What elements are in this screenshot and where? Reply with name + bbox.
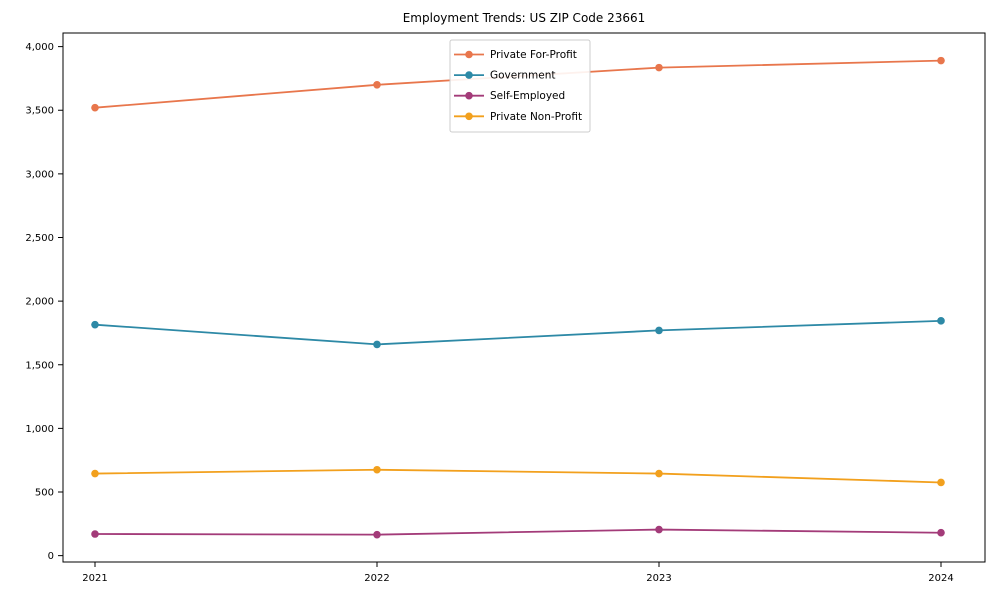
- legend: Private For-Profit Government Self-Employe…: [449, 39, 591, 133]
- series-line: [94, 319, 942, 346]
- legend-sample-marker: [465, 50, 473, 59]
- y-tick-label: 500: [35, 488, 54, 499]
- y-tick-label: 1,500: [25, 360, 54, 371]
- data-point-marker: [91, 469, 99, 478]
- data-point-marker: [91, 320, 99, 329]
- y-tick-label: 2,500: [25, 233, 54, 244]
- plot-border: [62, 32, 986, 563]
- y-tick-label: 1,000: [25, 424, 54, 435]
- data-point-marker: [373, 340, 381, 349]
- chart-title: Employment Trends: US ZIP Code 23661: [403, 11, 646, 25]
- x-tick-label: 2022: [364, 573, 389, 584]
- plot-area: 0 500 1,000 1,500 2,000 2,500 3,000 3,500 4,000 2…: [25, 32, 986, 584]
- y-tick-label: 2,000: [25, 297, 54, 308]
- data-point-marker: [937, 478, 945, 487]
- legend-label: Private Non-Profit: [490, 111, 582, 123]
- data-point-marker: [373, 530, 381, 539]
- legend-sample-marker: [465, 91, 473, 100]
- legend-label: Government: [490, 70, 555, 82]
- data-point-marker: [655, 326, 663, 335]
- x-tick-label: 2021: [82, 573, 107, 584]
- x-tick-label: 2023: [646, 573, 671, 584]
- series-line: [94, 468, 942, 484]
- series-line: [94, 528, 942, 536]
- data-point-marker: [91, 530, 99, 538]
- data-point-marker: [655, 469, 663, 478]
- data-point-marker: [655, 525, 663, 534]
- data-point-marker: [937, 56, 945, 65]
- y-tick-label: 4,000: [25, 42, 54, 53]
- x-tick-label: 2024: [928, 573, 953, 584]
- y-tick-label: 3,000: [25, 169, 54, 180]
- legend-sample-marker: [465, 112, 473, 121]
- data-point-marker: [937, 528, 945, 537]
- y-tick-label: 3,500: [25, 106, 54, 117]
- data-point-marker: [91, 103, 99, 112]
- legend-box: [449, 39, 591, 133]
- y-tick-label: 0: [48, 551, 54, 562]
- data-point-marker: [655, 63, 663, 72]
- data-point-marker: [373, 465, 381, 474]
- data-point-marker: [937, 317, 945, 325]
- legend-label: Private For-Profit: [490, 49, 577, 61]
- legend-sample-marker: [465, 71, 473, 79]
- data-point-marker: [373, 80, 381, 89]
- legend-label: Self-Employed: [490, 90, 565, 102]
